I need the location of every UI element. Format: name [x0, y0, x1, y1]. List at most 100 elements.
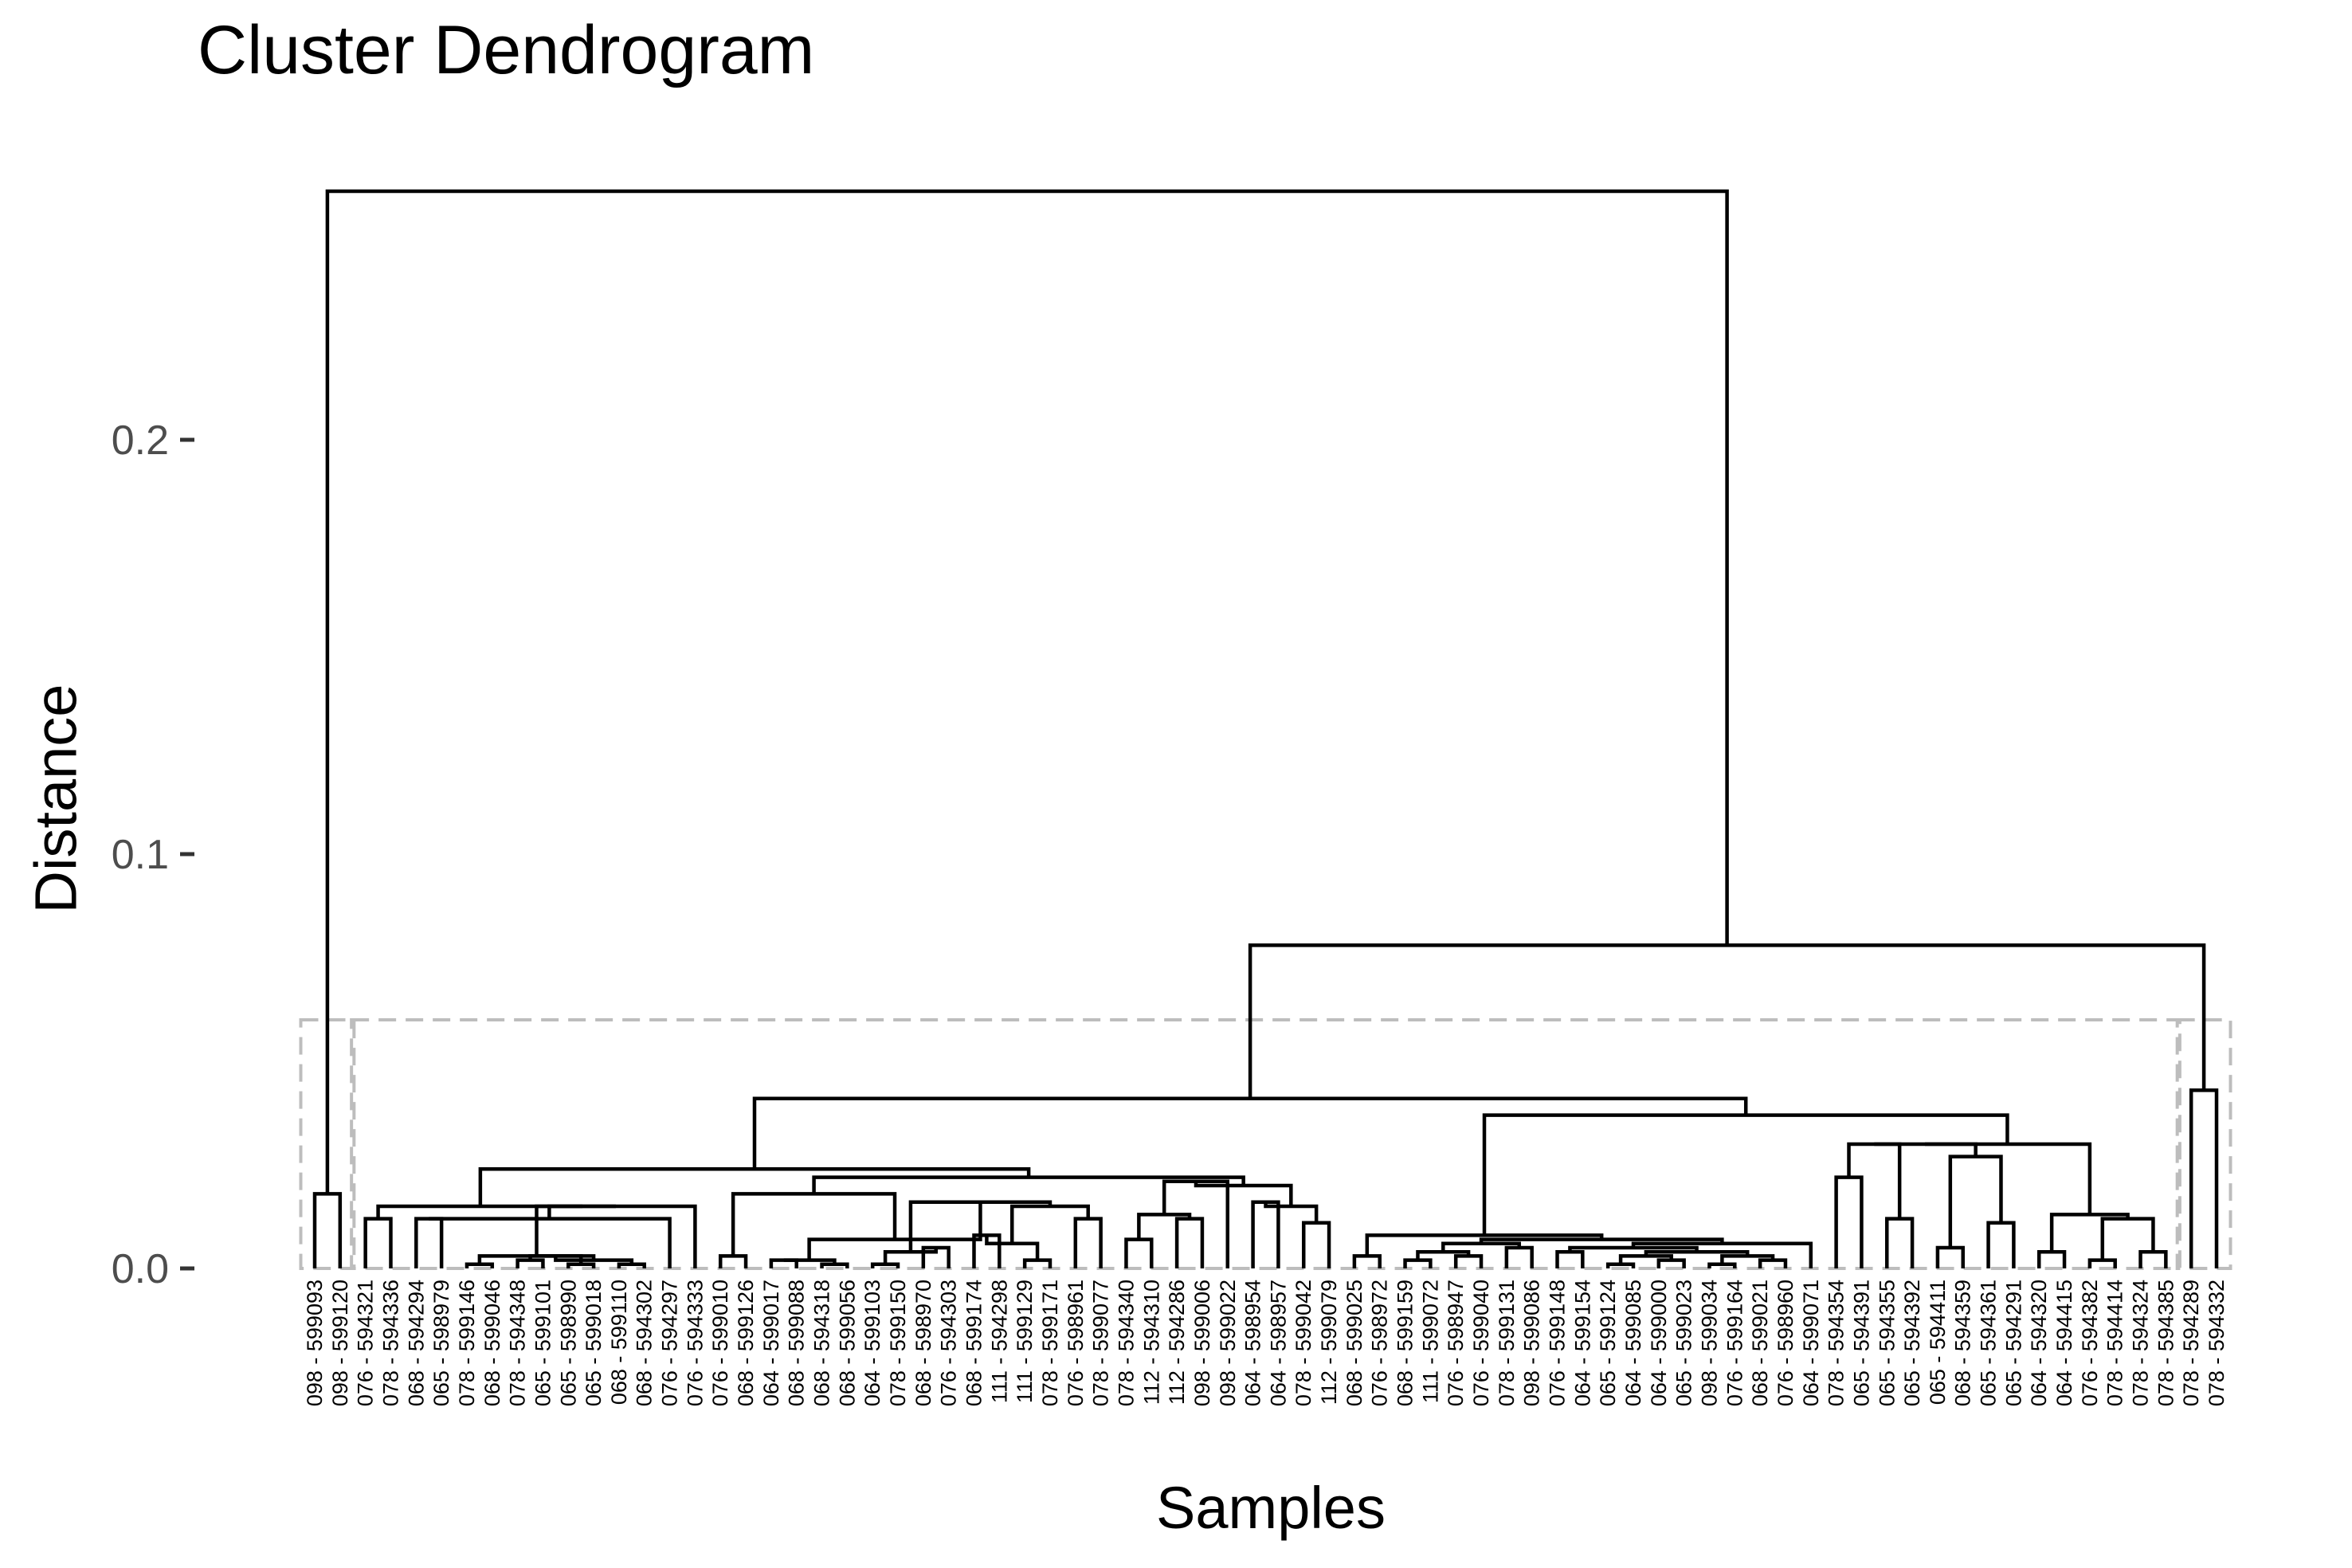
leaf-label: 065 - 594361	[1977, 1280, 2001, 1406]
leaf-label: 068 - 599025	[1343, 1280, 1366, 1406]
leaf-label: 065 - 598979	[429, 1280, 453, 1406]
leaf-label: 064 - 598954	[1241, 1280, 1265, 1406]
leaf-label: 111 - 594298	[987, 1280, 1011, 1403]
leaf-label: 068 - 599110	[607, 1280, 631, 1405]
leaf-label: 112 - 599079	[1317, 1280, 1341, 1405]
leaf-label: 068 - 594318	[810, 1280, 834, 1406]
leaf-label: 078 - 599146	[455, 1280, 479, 1406]
leaf-label: 076 - 594303	[937, 1280, 961, 1406]
leaf-label: 068 - 599046	[480, 1280, 504, 1406]
leaf-label: 076 - 594333	[683, 1280, 707, 1406]
leaf-label: 076 - 599148	[1546, 1280, 1570, 1406]
leaf-label: 098 - 599093	[303, 1280, 327, 1406]
leaf-label: 076 - 599010	[708, 1280, 732, 1406]
dendrogram-link	[1174, 1217, 1205, 1268]
leaf-label: 068 - 594294	[404, 1280, 428, 1406]
dendrogram-link	[1124, 1237, 1154, 1268]
dendrogram-link	[1504, 1245, 1534, 1268]
dendrogram-link	[2036, 1249, 2067, 1268]
x-axis-label: Samples	[1156, 1475, 1386, 1541]
leaf-label: 064 - 594320	[2027, 1280, 2051, 1406]
leaf-label: 078 - 594340	[1114, 1280, 1138, 1406]
leaf-label: 078 - 594348	[506, 1280, 530, 1406]
y-tick-label: 0.0	[112, 1246, 169, 1292]
leaf-label: 065 - 594411	[1926, 1280, 1950, 1405]
leaf-label: 065 - 598990	[556, 1280, 580, 1406]
leaf-label: 078 - 594385	[2154, 1280, 2178, 1406]
leaf-label: 065 - 599023	[1672, 1280, 1696, 1406]
dendrogram-link	[1986, 1221, 2016, 1268]
dendrogram-link	[718, 1254, 748, 1268]
dendrogram-link	[1248, 943, 2206, 1099]
dendrogram-link	[1482, 1113, 2009, 1236]
leaf-label: 076 - 598960	[1774, 1280, 1797, 1406]
leaf-label: 076 - 598972	[1368, 1280, 1392, 1406]
cluster-box	[2175, 1018, 2232, 1270]
leaf-label: 076 - 598961	[1064, 1280, 1088, 1406]
leaf-label: 064 - 598957	[1266, 1280, 1290, 1406]
dendrogram-link	[1162, 1179, 1230, 1268]
leaf-label: 065 - 594291	[2001, 1280, 2025, 1406]
dendrogram-link	[429, 1217, 672, 1268]
dendrogram-link	[783, 1258, 837, 1264]
dendrogram-link	[1948, 1154, 2003, 1248]
leaf-label: 068 - 599021	[1748, 1280, 1772, 1406]
dendrogram-link	[325, 189, 1729, 1194]
dendrogram-link	[2138, 1249, 2168, 1268]
dendrogram-link	[376, 1204, 583, 1219]
leaf-label: 078 - 599077	[1089, 1280, 1113, 1406]
leaf-label: 078 - 599131	[1495, 1280, 1519, 1406]
leaf-label: 065 - 594391	[1849, 1280, 1873, 1406]
dendrogram-link	[1834, 1175, 1864, 1268]
leaf-label: 068 - 594302	[633, 1280, 657, 1406]
leaf-label: 064 - 599103	[860, 1280, 884, 1406]
leaf-label: 111 - 599072	[1418, 1280, 1442, 1403]
y-tick-label: 0.2	[112, 417, 169, 464]
dendrogram-link	[547, 1204, 616, 1219]
leaf-label: 076 - 594297	[658, 1280, 682, 1406]
dendrogram-link	[1885, 1217, 1915, 1268]
leaf-label: 078 - 594324	[2129, 1280, 2153, 1406]
leaf-label: 068 - 599056	[835, 1280, 859, 1406]
leaf-label: 078 - 599171	[1038, 1280, 1062, 1406]
cluster-box	[299, 1018, 356, 1270]
dendrogram-link	[1935, 1245, 1965, 1268]
leaf-label: 068 - 599159	[1394, 1280, 1417, 1406]
dendrogram-link	[1251, 1200, 1280, 1268]
leaf-label: 112 - 594310	[1139, 1280, 1163, 1405]
leaf-label: 098 - 599120	[328, 1280, 352, 1406]
dendrogram-link	[1874, 1142, 1978, 1157]
leaf-label: 076 - 594321	[354, 1280, 378, 1406]
leaf-label: 076 - 594382	[2078, 1280, 2102, 1406]
dendrogram-link	[1924, 1142, 2092, 1215]
dendrogram-link	[1352, 1254, 1382, 1268]
leaf-label: 076 - 599164	[1723, 1280, 1746, 1406]
dendrogram-link	[1301, 1221, 1331, 1268]
dendrogram-link	[1555, 1249, 1585, 1268]
leaf-label: 078 - 594332	[2205, 1280, 2229, 1406]
leaf-label: 078 - 594414	[2103, 1280, 2127, 1406]
leaf-label: 064 - 599154	[1570, 1280, 1594, 1406]
dendrogram-link	[731, 1192, 897, 1256]
leaf-label: 068 - 598970	[911, 1280, 935, 1406]
cluster-box	[350, 1018, 2181, 1270]
leaf-label: 065 - 599018	[582, 1280, 606, 1406]
leaf-label: 076 - 598947	[1444, 1280, 1468, 1406]
leaf-label: 098 - 599086	[1520, 1280, 1544, 1406]
dendrogram-link	[1847, 1142, 1902, 1219]
leaf-label: 111 - 599129	[1013, 1280, 1037, 1403]
leaf-label: 078 - 599042	[1292, 1280, 1315, 1406]
leaf-label: 076 - 599040	[1469, 1280, 1493, 1406]
dendrogram-link	[312, 1192, 343, 1268]
dendrogram-link	[414, 1217, 444, 1268]
leaf-label: 078 - 594289	[2179, 1280, 2203, 1406]
leaf-label: 064 - 599085	[1621, 1280, 1645, 1406]
dendrogram-link	[752, 1096, 1748, 1170]
leaf-label: 098 - 599034	[1697, 1280, 1721, 1406]
chart-title: Cluster Dendrogram	[198, 12, 815, 88]
leaf-label: 068 - 594359	[1951, 1280, 1975, 1406]
dendrogram-link	[363, 1217, 393, 1268]
y-tick-label: 0.1	[112, 832, 169, 878]
